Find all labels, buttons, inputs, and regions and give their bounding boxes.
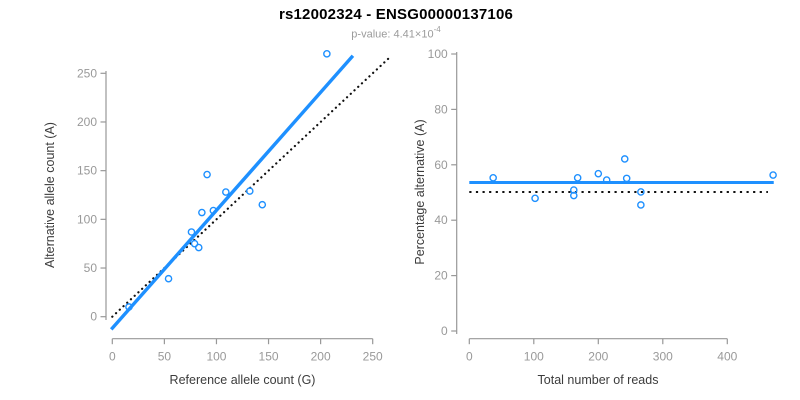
data-point bbox=[489, 174, 497, 182]
data-point bbox=[573, 174, 582, 182]
data-point bbox=[602, 176, 611, 184]
data-point bbox=[769, 171, 777, 179]
data-point bbox=[203, 170, 211, 179]
data-point bbox=[637, 201, 645, 209]
y-axis-tick-label: 100 bbox=[77, 212, 97, 226]
plot-header: rs12002324 - ENSG00000137106 p-value: 4.… bbox=[0, 0, 792, 41]
data-point bbox=[209, 206, 218, 215]
data-point bbox=[620, 155, 629, 163]
right-scatter-plot: 0 100 200 300 400 0 20 40 60 80 100 Total number of… bbox=[413, 47, 777, 387]
data-point bbox=[622, 174, 631, 183]
x-axis-tick-label: 50 bbox=[158, 350, 172, 364]
y-axis-tick-label: 60 bbox=[434, 158, 448, 172]
x-axis-tick-label: 200 bbox=[311, 350, 331, 364]
y-axis-tick-label: 250 bbox=[77, 66, 97, 80]
y-axis-tick-label: 40 bbox=[434, 213, 448, 227]
x-axis-tick-label: 200 bbox=[588, 350, 608, 364]
plot-title: rs12002324 - ENSG00000137106 bbox=[278, 6, 514, 23]
data-point bbox=[323, 50, 331, 58]
pvalue-text: p-value: 4.41×10 bbox=[351, 28, 434, 41]
y-axis-tick-label: 80 bbox=[434, 102, 448, 116]
y-axis-tick-label: 200 bbox=[77, 115, 97, 129]
data-point bbox=[164, 274, 173, 283]
plot-subtitle: p-value: 4.41×10-4 bbox=[0, 25, 792, 41]
y-axis-tick-label: 50 bbox=[84, 261, 98, 275]
data-point bbox=[125, 303, 133, 311]
x-axis-tick-label: 0 bbox=[109, 350, 116, 364]
regression-line bbox=[109, 54, 355, 331]
x-axis-tick-label: 400 bbox=[717, 350, 737, 364]
x-axis-tick-label: 100 bbox=[206, 350, 226, 364]
x-axis-tick-label: 300 bbox=[653, 350, 673, 364]
y-axis-title: Percentage alternative (A) bbox=[413, 119, 427, 264]
x-axis-tick-label: 0 bbox=[466, 350, 473, 364]
x-axis-title: Reference allele count (G) bbox=[170, 373, 316, 387]
data-point bbox=[222, 188, 230, 196]
data-point bbox=[594, 169, 603, 178]
data-point bbox=[198, 208, 206, 217]
y-axis-tick-label: 100 bbox=[428, 47, 448, 61]
data-point bbox=[190, 239, 199, 248]
left-scatter-plot: 0 50 100 150 200 250 0 50 100 150 200 250 Reference … bbox=[43, 50, 391, 387]
data-point bbox=[245, 187, 254, 195]
y-axis-tick-label: 20 bbox=[434, 269, 448, 283]
x-axis-tick-label: 100 bbox=[524, 350, 544, 364]
x-axis-tick-label: 250 bbox=[363, 350, 383, 364]
data-point bbox=[194, 243, 203, 252]
y-axis-tick-label: 0 bbox=[90, 310, 97, 324]
y-axis-tick-label: 0 bbox=[441, 324, 448, 338]
data-point bbox=[258, 200, 267, 209]
x-axis-title: Total number of reads bbox=[538, 373, 659, 387]
pvalue-exponent: -4 bbox=[433, 25, 441, 34]
x-axis-tick-label: 150 bbox=[259, 350, 279, 364]
data-point bbox=[569, 191, 578, 200]
data-point bbox=[531, 194, 539, 203]
y-axis-title: Alternative allele count (A) bbox=[43, 122, 57, 268]
y-axis-tick-label: 150 bbox=[77, 164, 97, 178]
data-point bbox=[187, 228, 196, 236]
data-point bbox=[637, 188, 645, 196]
reference-dotted-line bbox=[111, 56, 391, 318]
